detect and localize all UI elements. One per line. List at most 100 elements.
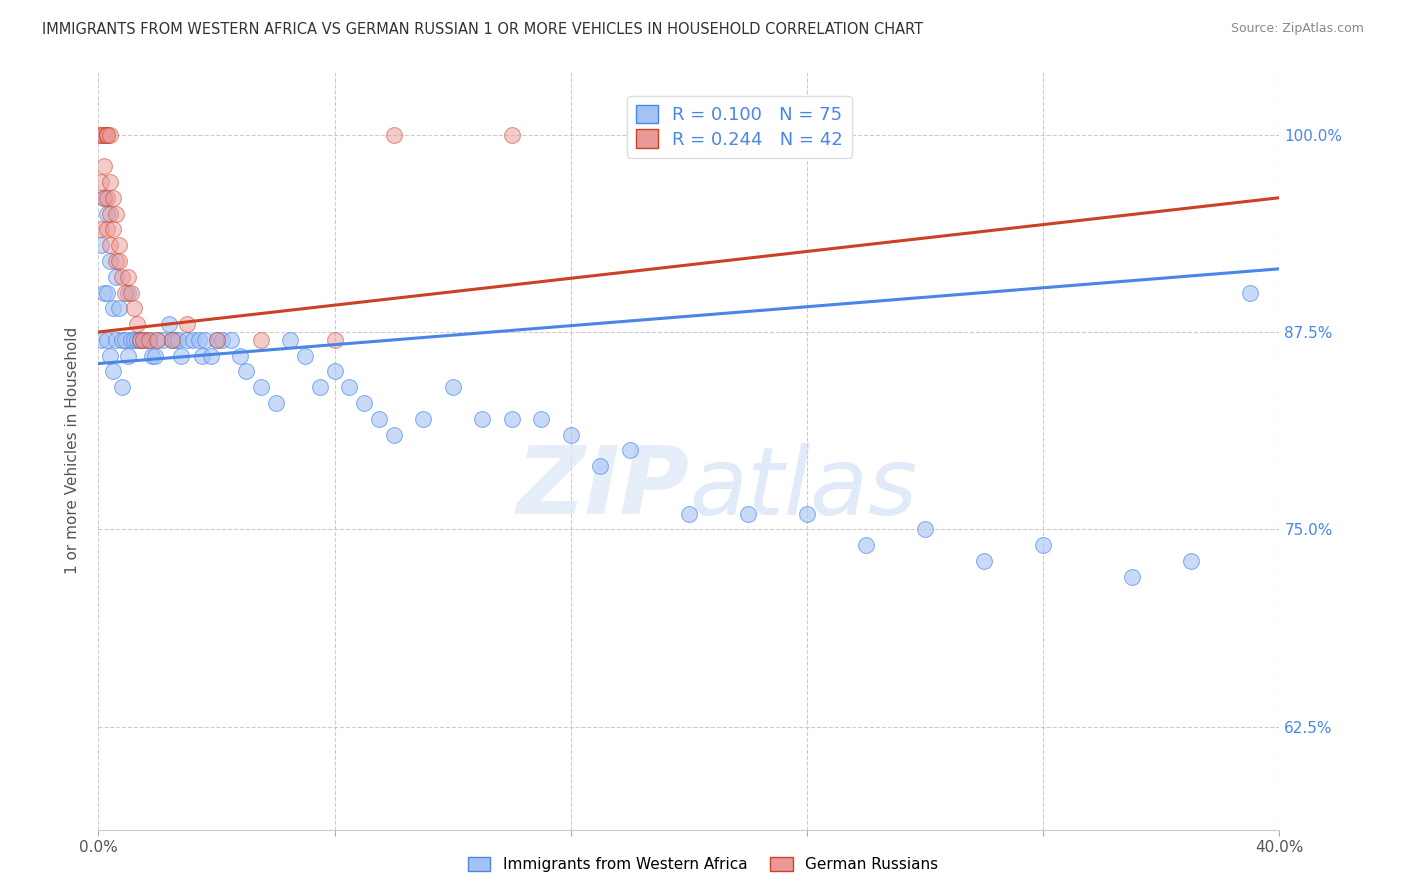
Point [96,128,118,142]
Point [309,380,332,394]
Point [181,333,204,347]
Point [187,333,209,347]
Point [250,380,273,394]
Point [96,128,118,142]
Point [111,269,134,284]
Point [93,191,115,205]
Point [138,333,160,347]
Point [200,349,222,363]
Point [128,333,150,347]
Point [176,317,198,331]
Point [114,285,136,300]
Point [98,254,121,268]
Point [103,364,125,378]
Point [90,175,112,189]
Point [90,222,112,236]
Point [98,349,121,363]
Point [108,301,131,316]
Point [93,159,115,173]
Point [93,128,115,142]
Point [132,333,155,347]
Point [211,333,233,347]
Point [108,254,131,268]
Point [125,317,148,331]
Point [93,285,115,300]
Point [143,349,166,363]
Text: ZIP: ZIP [516,442,689,534]
Point [120,285,142,300]
Point [96,206,118,220]
Y-axis label: 1 or more Vehicles in Household: 1 or more Vehicles in Household [65,326,80,574]
Text: IMMIGRANTS FROM WESTERN AFRICA VS GERMAN RUSSIAN 1 OR MORE VEHICLES IN HOUSEHOLD: IMMIGRANTS FROM WESTERN AFRICA VS GERMAN… [42,22,924,37]
Point [111,333,134,347]
Point [96,128,118,142]
Point [323,333,346,347]
Point [167,333,190,347]
Point [353,396,375,410]
Point [108,238,131,252]
Point [157,317,180,331]
Point [93,191,115,205]
Point [98,238,121,252]
Point [120,333,142,347]
Point [122,333,145,347]
Point [90,238,112,252]
Point [441,380,464,394]
Point [128,333,150,347]
Point [501,128,523,142]
Point [205,333,228,347]
Point [96,222,118,236]
Point [619,443,641,458]
Point [105,206,128,220]
Point [103,191,125,205]
Point [117,285,139,300]
Point [194,333,217,347]
Point [1032,538,1054,552]
Point [128,333,150,347]
Point [501,412,523,426]
Point [229,349,252,363]
Point [162,333,183,347]
Point [264,396,287,410]
Point [162,333,183,347]
Point [412,412,434,426]
Point [221,333,243,347]
Point [323,364,346,378]
Point [96,285,118,300]
Point [105,269,128,284]
Point [96,333,118,347]
Point [103,222,125,236]
Point [96,128,118,142]
Point [796,507,818,521]
Point [973,554,995,568]
Point [165,333,187,347]
Point [368,412,391,426]
Text: atlas: atlas [689,442,917,534]
Point [737,507,759,521]
Point [176,333,198,347]
Point [914,523,936,537]
Point [205,333,228,347]
Text: Source: ZipAtlas.com: Source: ZipAtlas.com [1230,22,1364,36]
Point [96,128,118,142]
Point [90,128,112,142]
Point [114,333,136,347]
Point [235,364,257,378]
Point [135,333,157,347]
Point [125,333,148,347]
Legend: R = 0.100   N = 75, R = 0.244   N = 42: R = 0.100 N = 75, R = 0.244 N = 42 [627,95,852,158]
Point [250,333,273,347]
Point [280,333,302,347]
Point [117,269,139,284]
Point [294,349,316,363]
Point [1239,285,1261,300]
Point [103,301,125,316]
Point [98,128,121,142]
Point [132,333,155,347]
Point [90,128,112,142]
Point [1180,554,1202,568]
Point [105,333,128,347]
Point [90,128,112,142]
Point [1121,570,1143,584]
Point [530,412,553,426]
